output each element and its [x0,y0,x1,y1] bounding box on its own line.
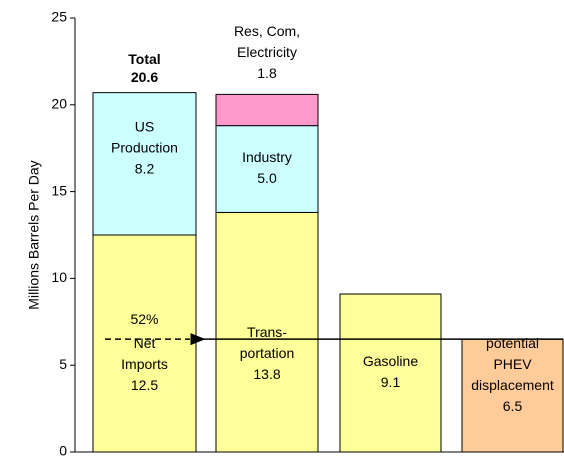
segment-label: displacement [471,377,554,393]
value-label: 12.5 [131,377,158,393]
y-tick-label: 20 [51,96,67,112]
segment-label: Industry [242,149,292,165]
value-label: 9.1 [381,374,401,390]
bar-segment [92,92,197,236]
value-label: 13.8 [253,366,280,382]
y-axis-label: Millions Barrels Per Day [26,160,42,309]
segment-label: Production [111,140,178,156]
total-label: Total [128,51,160,67]
share-annotation: 52% [130,311,158,327]
segment-label: portation [240,345,294,361]
y-tick-label: 0 [59,443,67,456]
bar-segment [92,234,197,453]
segment-label: Trans- [247,324,287,340]
y-tick-label: 15 [51,182,67,198]
y-tick-label: 25 [51,9,67,25]
y-tick-label: 5 [59,356,67,372]
segment-label: Imports [121,356,168,372]
bar-segment [215,125,319,213]
value-label: 6.5 [503,398,523,414]
y-tick-label: 10 [51,269,67,285]
bar-segment [339,293,442,453]
value-label: 5.0 [257,170,277,186]
segment-label: Gasoline [363,353,418,369]
total-value: 20.6 [131,69,158,85]
segment-label: PHEV [493,356,532,372]
segment-label: Electricity [237,44,297,60]
bar-segment [461,338,564,453]
segment-label: potential [486,335,539,351]
value-label: 8.2 [135,161,155,177]
segment-label: US [135,119,154,135]
bar-segment [215,211,319,453]
segment-label: Net [134,335,156,351]
bar-segment [215,93,319,127]
value-label: 1.8 [257,65,277,81]
segment-label: Res, Com, [234,23,300,39]
